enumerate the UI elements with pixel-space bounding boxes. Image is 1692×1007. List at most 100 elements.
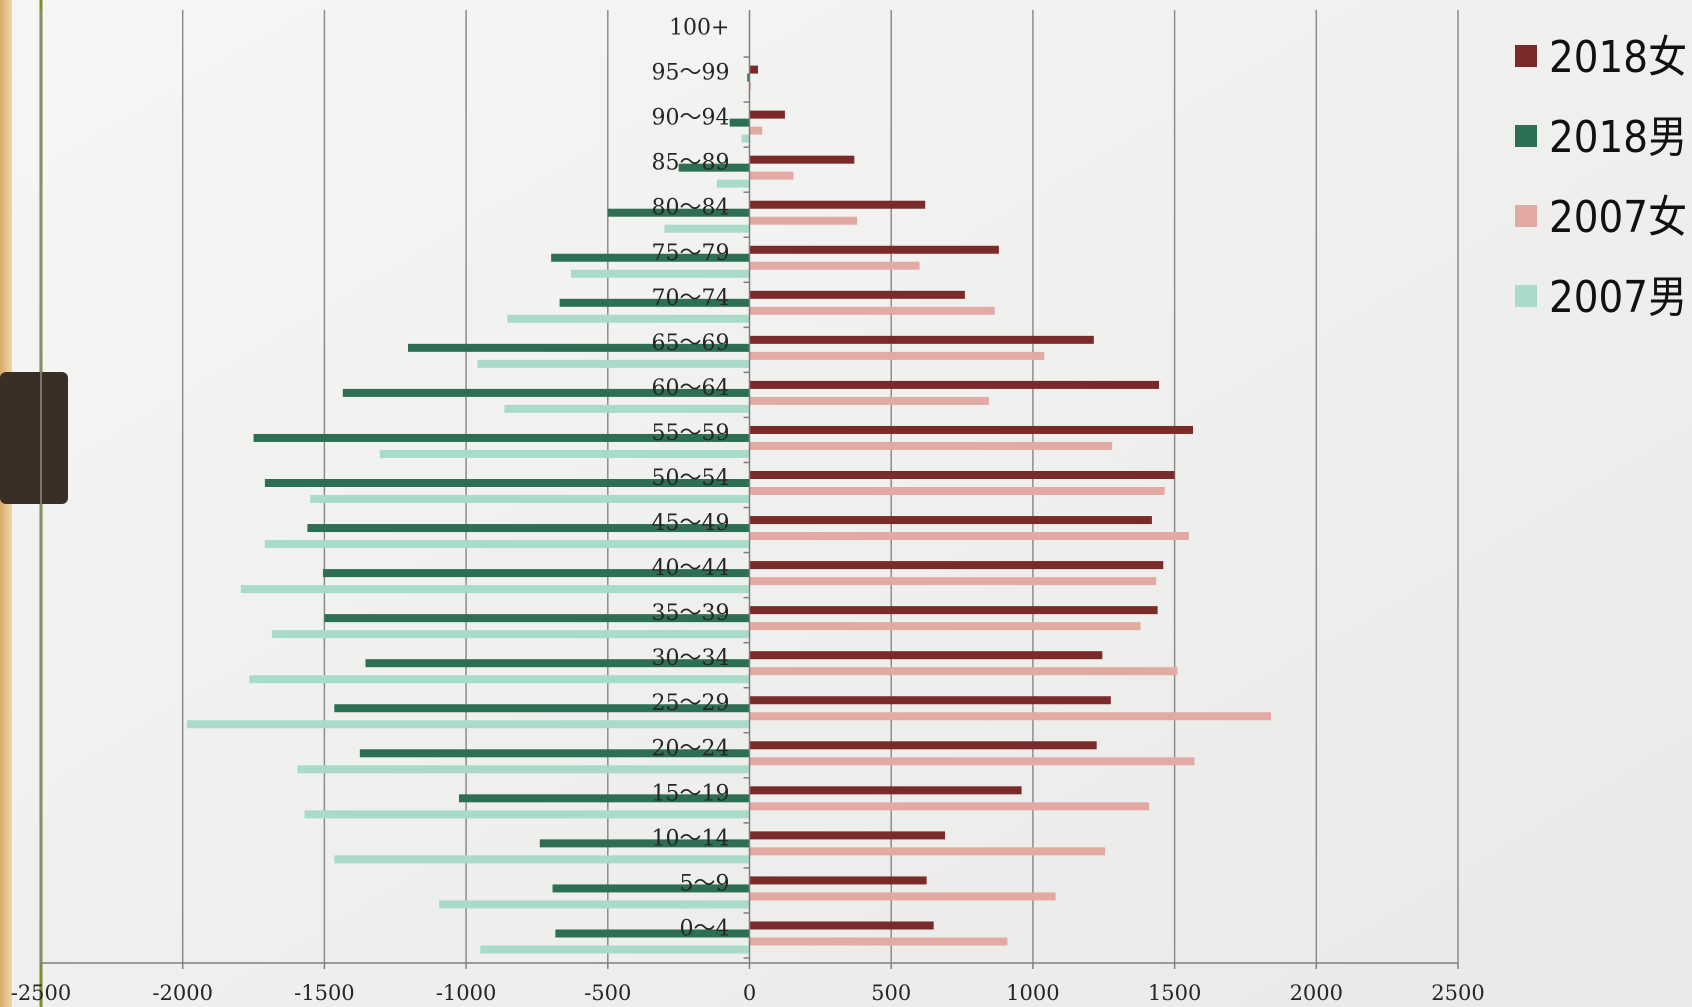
x-tick-label-1: -2000 — [152, 981, 213, 1005]
bar-s3-c9 — [264, 540, 750, 549]
bar-s2-c7 — [749, 622, 1141, 631]
bar-s1-c7 — [324, 614, 750, 623]
age-label-0: 0～4 — [680, 916, 730, 941]
bar-s0-c12 — [749, 380, 1160, 389]
bar-s2-c9 — [749, 532, 1189, 541]
bar-s2-c3 — [749, 802, 1150, 811]
age-label-11: 55～59 — [652, 421, 730, 446]
bar-s1-c8 — [322, 569, 750, 578]
series-3 — [186, 89, 750, 954]
age-label-16: 80～84 — [652, 196, 730, 221]
bar-s0-c19 — [749, 65, 759, 74]
x-tick-label-3: -1000 — [436, 981, 497, 1005]
bar-s3-c7 — [271, 630, 750, 639]
bar-s0-c3 — [749, 786, 1022, 795]
bar-s3-c10 — [310, 495, 750, 503]
bar-s1-c3 — [459, 794, 750, 803]
bar-s3-c1 — [439, 900, 750, 909]
bar-s1-c4 — [359, 749, 750, 758]
legend-label-0: 2018女 — [1549, 32, 1687, 83]
bar-s0-c1 — [749, 876, 927, 885]
bar-s1-c18 — [729, 118, 750, 127]
x-tick-label-10: 2500 — [1431, 981, 1484, 1005]
bar-s3-c15 — [570, 269, 750, 278]
bar-s1-c12 — [342, 388, 750, 397]
age-label-8: 40～44 — [652, 556, 730, 581]
bar-s0-c6 — [749, 651, 1103, 660]
x-tick-label-4: -500 — [584, 981, 631, 1005]
bar-s1-c15 — [551, 253, 750, 262]
bar-s1-c14 — [559, 298, 750, 307]
bar-s0-c17 — [749, 155, 855, 164]
bar-s3-c6 — [249, 675, 750, 684]
bar-s1-c6 — [365, 659, 750, 668]
legend-swatch-2 — [1515, 205, 1537, 227]
x-tick-label-9: 2000 — [1290, 981, 1343, 1005]
series-0 — [749, 65, 1194, 930]
bar-s3-c4 — [297, 765, 750, 774]
bar-s1-c2 — [539, 839, 750, 848]
bar-s2-c8 — [749, 577, 1157, 586]
legend-label-3: 2007男 — [1549, 272, 1687, 323]
bar-s1-c1 — [552, 884, 750, 893]
bar-s0-c8 — [749, 561, 1164, 570]
age-label-6: 30～34 — [652, 646, 730, 671]
bar-s2-c6 — [749, 667, 1178, 676]
bar-s0-c7 — [749, 606, 1158, 615]
bar-s3-c2 — [334, 855, 750, 864]
bar-s3-c12 — [504, 404, 750, 413]
legend: 2018女 2018男 2007女 2007男 — [1515, 32, 1687, 323]
series-2 — [749, 81, 1271, 946]
x-tick-label-5: 0 — [743, 981, 756, 1005]
legend-swatch-1 — [1515, 125, 1537, 147]
bar-s2-c12 — [749, 396, 989, 405]
bar-s0-c13 — [749, 335, 1094, 344]
bar-s3-c17 — [716, 179, 750, 188]
bar-s2-c15 — [749, 261, 920, 270]
bar-s0-c9 — [749, 516, 1152, 525]
x-tick-label-8: 1500 — [1148, 981, 1201, 1005]
bar-s3-c11 — [379, 449, 750, 458]
bar-s2-c0 — [749, 937, 1008, 946]
x-tick-label-6: 500 — [871, 981, 911, 1005]
bar-s2-c10 — [749, 487, 1165, 495]
series-1 — [253, 73, 750, 938]
age-label-2: 10～14 — [652, 826, 730, 851]
bar-s3-c14 — [507, 314, 750, 323]
age-label-13: 65～69 — [652, 331, 730, 356]
bar-s1-c19 — [747, 73, 750, 82]
bars-layer — [186, 65, 1271, 954]
age-label-17: 85～89 — [652, 151, 730, 176]
bar-s3-c8 — [240, 585, 750, 594]
binder-clip-decoration — [0, 372, 68, 504]
bar-s1-c17 — [678, 163, 750, 172]
bar-s1-c10 — [264, 479, 750, 487]
bar-s2-c17 — [749, 171, 794, 180]
bar-s2-c4 — [749, 757, 1195, 766]
bar-s1-c9 — [307, 524, 750, 533]
age-labels: 0～4 5～9 10～14 15～19 20～24 25～29 30～34 35～39 40～4… — [652, 16, 730, 942]
bar-s3-c0 — [480, 945, 750, 954]
age-label-7: 35～39 — [652, 601, 730, 626]
bar-s1-c13 — [408, 343, 750, 352]
x-tick-label-7: 1000 — [1006, 981, 1059, 1005]
bar-s3-c5 — [186, 720, 750, 729]
x-tick-label-2: -1500 — [294, 981, 355, 1005]
bar-s2-c13 — [749, 351, 1045, 360]
bar-s3-c18 — [741, 134, 750, 143]
age-label-18: 90～94 — [652, 106, 730, 131]
bar-s3-c3 — [304, 810, 750, 819]
age-label-5: 25～29 — [652, 691, 730, 716]
bar-s0-c14 — [749, 290, 965, 299]
age-label-10: 50～54 — [652, 466, 730, 491]
legend-swatch-3 — [1515, 285, 1537, 307]
age-label-1: 5～9 — [680, 871, 730, 896]
bar-s2-c11 — [749, 441, 1113, 450]
bar-s0-c0 — [749, 921, 934, 930]
bar-s0-c15 — [749, 245, 999, 254]
age-label-4: 20～24 — [652, 736, 730, 761]
age-label-15: 75～79 — [652, 241, 730, 266]
bar-s2-c1 — [749, 892, 1056, 901]
